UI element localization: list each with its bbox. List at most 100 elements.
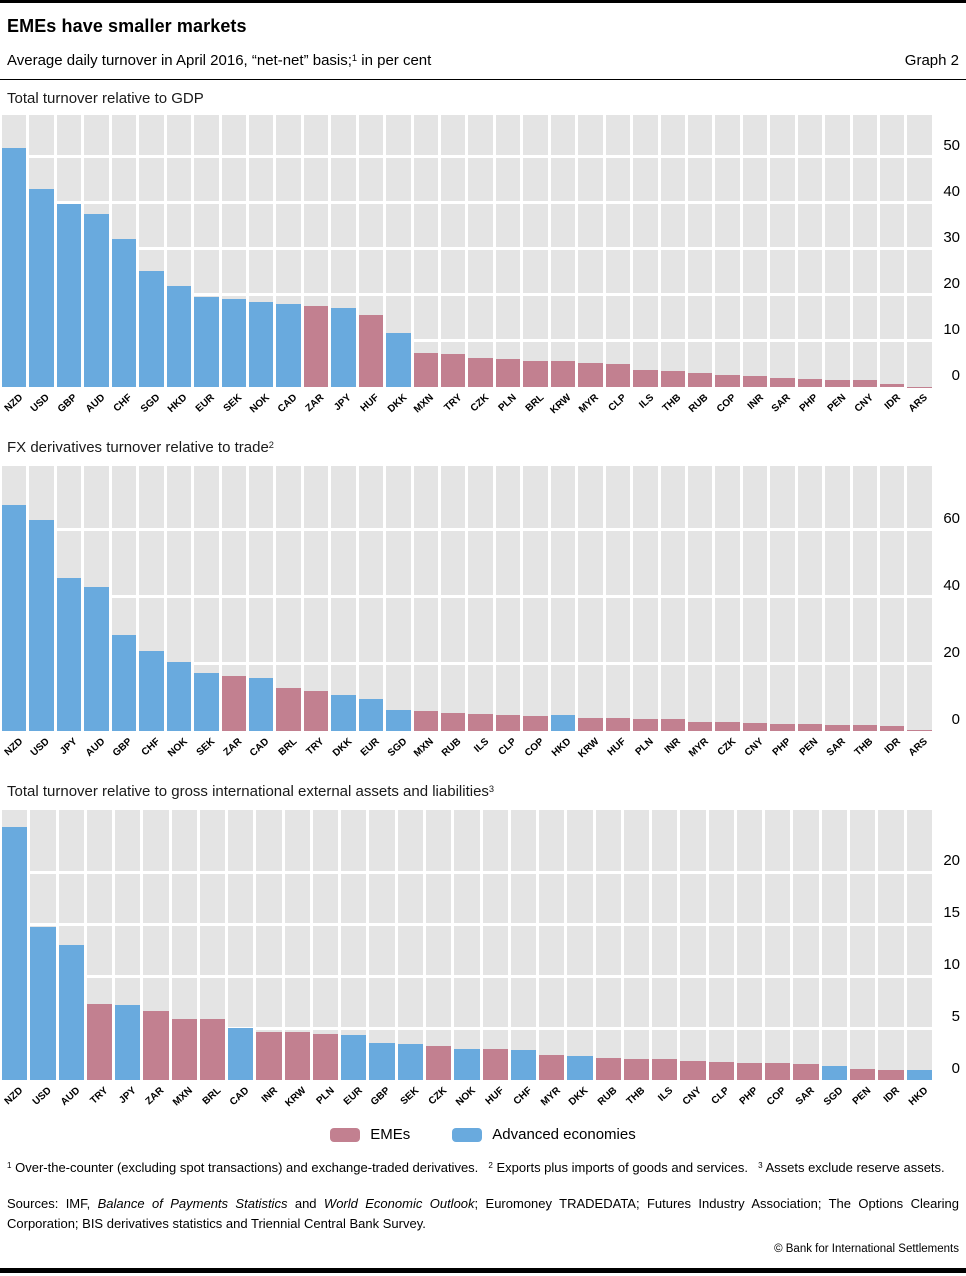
x-slot: NOK [454,1080,479,1117]
x-slot: SAR [793,1080,818,1117]
bar-cell-COP [523,466,548,731]
bar-SGD [139,271,164,387]
bar-SAR [825,724,850,731]
panel-title-footnote-marker: 2 [268,439,274,450]
x-slot: INR [256,1080,281,1117]
x-axis-label-HKD: HKD [165,392,190,415]
bar-JPY [331,307,356,387]
x-slot: CNY [743,731,767,773]
bar-INR [660,718,685,731]
bar-ARS [907,730,932,731]
bar-cell-CHF [139,466,164,731]
bar-CNY [852,379,877,387]
bar-cell-ARS [907,466,932,731]
bar-CHF [111,238,137,387]
x-axis-label-CZK: CZK [715,736,739,759]
legend: EMEs Advanced economies [0,1126,966,1143]
x-axis-label-INR: INR [259,1085,280,1105]
bar-CZK [715,722,740,731]
x-slot: MXN [413,731,438,773]
x-axis-label-CHF: CHF [139,736,163,759]
bar-cell-CLP [495,466,521,731]
bar-cell-GBP [56,115,82,387]
bar-PHP [797,379,823,387]
x-axis-label-CZK: CZK [468,392,492,415]
panels: Total turnover relative to GDP 0 10 20 30 40 5… [0,80,966,1117]
bar-cell-USD [30,810,56,1080]
x-slot: CZK [468,387,492,429]
y-gridline [2,339,932,343]
x-slot: CZK [426,1080,451,1117]
bar-cell-SAR [793,810,819,1080]
bar-cell-NOK [248,115,274,387]
x-slot: GBP [369,1080,394,1117]
bar-AUD [58,945,84,1080]
x-axis-label-PEN: PEN [797,736,821,759]
y-tick-label: 0 [951,367,960,384]
bar-cells [2,115,932,387]
bar-cell-CNY [742,466,768,731]
y-gridline [2,201,932,205]
bar-cell-DKK [567,810,593,1080]
x-slot: INR [661,731,685,773]
bar-USD [29,188,54,387]
x-slot: CAD [276,387,300,429]
x-slot: NZD [2,1080,27,1117]
bar-cell-NZD [2,810,28,1080]
y-tick-label: 30 [943,228,960,246]
footnotes: 1 Over-the-counter (excluding spot trans… [7,1158,959,1180]
bar-cell-HUF [605,466,631,731]
x-slot: PHP [798,387,822,429]
x-slot: DKK [567,1080,592,1117]
bar-SEK [194,672,219,731]
x-axis-label-CNY: CNY [852,392,876,415]
report-title: EMEs have smaller markets [7,16,247,36]
bar-NZD [2,148,27,387]
x-axis-label-MYR: MYR [577,392,602,416]
x-slot: AUD [84,731,108,773]
bar-PHP [736,1062,763,1080]
bar-BRL [523,360,548,387]
bar-cell-CNY [680,810,706,1080]
bar-MXN [413,352,438,387]
bar-SGD [821,1065,847,1080]
y-gridline [2,293,932,297]
x-slot: PHP [770,731,794,773]
x-slot: THB [661,387,685,429]
x-slot: MYR [687,731,712,773]
x-slot: HUF [483,1080,508,1117]
source-publication: World Economic Outlook [323,1196,475,1211]
x-slot: PEN [825,387,849,429]
x-axis-label-JPY: JPY [332,392,355,414]
x-slot: CZK [715,731,739,773]
footnote-marker: 1 [7,1161,12,1171]
x-axis-label-HUF: HUF [483,1085,506,1108]
x-slot: JPY [115,1080,140,1117]
x-slot: SEK [194,731,218,773]
x-axis-label-ILS: ILS [472,736,492,755]
bar-USD [30,927,56,1080]
panel-1: Total turnover relative to GDP 0 10 20 30 40 5… [0,80,966,429]
y-tick-label: 15 [943,904,960,922]
x-slot: CAD [228,1080,253,1117]
footnote-marker: 2 [488,1161,493,1171]
bar-IDR [880,383,905,387]
bar-HKD [550,715,576,731]
x-slot: SEK [222,387,246,429]
bar-cell-HKD [906,810,932,1080]
bar-cell-ZAR [143,810,169,1080]
x-axis-label-THB: THB [852,736,876,759]
bar-cell-NZD [2,466,27,731]
x-axis-label-SGD: SGD [821,1085,846,1108]
x-slot: CHF [511,1080,536,1117]
bar-GBP [56,203,82,387]
bar-HKD [906,1070,932,1080]
x-axis-label-THB: THB [660,392,684,415]
bar-cell-RUB [595,810,621,1080]
bar-CLP [708,1061,734,1080]
x-slot: NZD [2,731,26,773]
x-axis-label-INR: INR [745,392,766,412]
x-slot: HUF [606,731,630,773]
x-axis-label-ZAR: ZAR [144,1085,167,1108]
bar-cell-ZAR [221,466,246,731]
